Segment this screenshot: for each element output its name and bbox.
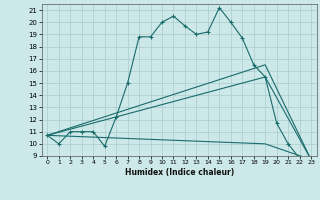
- X-axis label: Humidex (Indice chaleur): Humidex (Indice chaleur): [124, 168, 234, 177]
